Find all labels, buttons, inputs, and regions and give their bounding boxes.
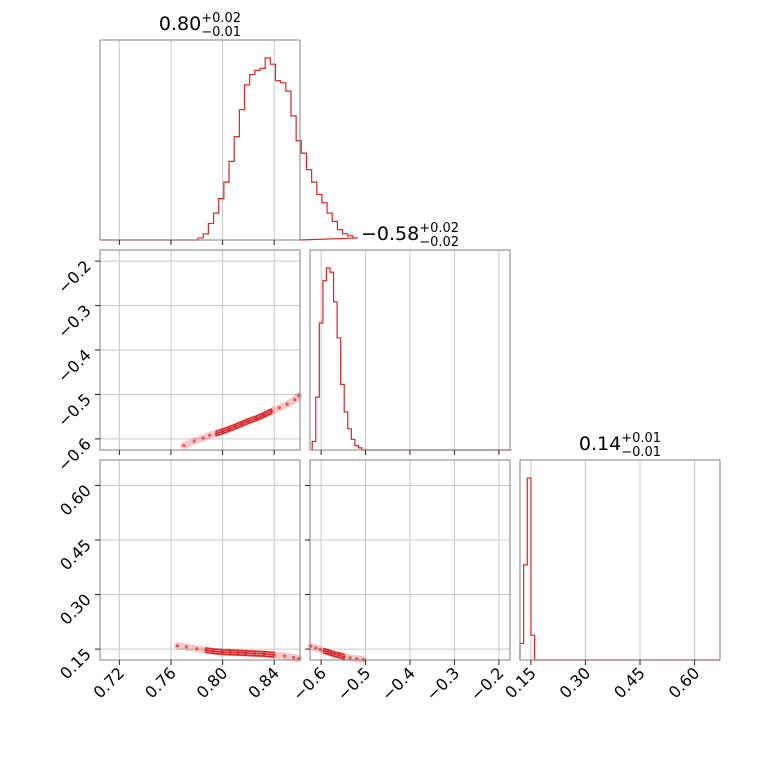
sample-point xyxy=(182,443,186,448)
y-tick-label: 0.15 xyxy=(56,644,95,683)
y-tick-label: 0.60 xyxy=(56,481,95,520)
sample-point xyxy=(277,406,281,410)
x-tick-label: 0.30 xyxy=(556,663,595,702)
density-band xyxy=(180,392,303,450)
sample-point xyxy=(322,649,326,653)
contour-line xyxy=(215,408,273,433)
sample-point xyxy=(227,427,231,431)
histogram-1 xyxy=(311,267,512,451)
sample-point xyxy=(208,433,212,437)
sample-point xyxy=(272,653,276,657)
x-tick-label: 0.84 xyxy=(244,663,283,702)
sample-point xyxy=(214,431,218,436)
sample-point xyxy=(262,652,266,656)
sample-point xyxy=(204,648,208,652)
x-tick-label: −0.6 xyxy=(289,663,330,704)
sample-point xyxy=(192,439,196,443)
contour-line xyxy=(215,412,273,437)
sample-point xyxy=(220,429,225,433)
sample-point xyxy=(348,656,352,660)
param-title-2: 0.14+0.01 −0.01 xyxy=(579,431,661,460)
y-tick-label: −0.3 xyxy=(54,301,95,342)
sample-point xyxy=(195,647,199,651)
contour-line xyxy=(322,652,346,660)
sample-point xyxy=(293,398,297,402)
sample-point xyxy=(342,655,346,659)
x-tick-label: 0.80 xyxy=(193,663,232,702)
sample-point xyxy=(246,419,250,423)
sample-point xyxy=(240,422,244,426)
sample-point xyxy=(270,409,274,413)
panel-frame xyxy=(99,39,301,241)
panel-frame xyxy=(519,459,721,661)
x-tick-label: −0.3 xyxy=(422,663,463,704)
y-tick-label: −0.4 xyxy=(54,345,95,386)
x-tick-label: −0.4 xyxy=(378,663,419,704)
y-tick-label: 0.45 xyxy=(56,535,95,574)
sample-point xyxy=(228,650,232,654)
y-tick-label: −0.6 xyxy=(54,434,95,475)
contour-line xyxy=(205,651,275,658)
y-tick-label: −0.5 xyxy=(54,390,95,431)
sample-point xyxy=(254,416,258,421)
sample-point xyxy=(201,436,205,440)
panel-frame xyxy=(99,459,301,661)
param-title-0: 0.80+0.02 −0.01 xyxy=(159,11,241,40)
sample-point xyxy=(329,651,333,655)
histogram-2 xyxy=(519,477,720,661)
sample-point xyxy=(236,651,240,655)
x-tick-label: 0.15 xyxy=(501,663,540,702)
y-tick-label: −0.2 xyxy=(54,257,95,298)
x-tick-label: −0.5 xyxy=(333,663,374,704)
x-tick-label: 0.72 xyxy=(90,663,129,702)
y-tick-label: 0.30 xyxy=(56,590,95,629)
sample-point xyxy=(175,644,180,648)
x-tick-label: 0.76 xyxy=(141,663,180,702)
sample-point xyxy=(253,651,257,656)
x-tick-label: −0.2 xyxy=(467,663,508,704)
contour-line xyxy=(205,647,275,654)
x-tick-label: 0.60 xyxy=(665,663,704,702)
sample-point xyxy=(326,650,330,654)
histogram-0 xyxy=(100,57,359,241)
param-title-1: −0.58+0.02 −0.02 xyxy=(361,221,459,250)
sample-point xyxy=(220,650,225,654)
sample-point xyxy=(244,651,248,655)
sample-point xyxy=(337,653,341,657)
sample-point xyxy=(314,646,318,650)
sample-point xyxy=(282,654,287,658)
sample-point xyxy=(285,402,289,406)
sample-point xyxy=(233,424,238,429)
sample-point xyxy=(262,413,266,417)
sample-point xyxy=(211,649,216,653)
x-tick-label: 0.45 xyxy=(610,663,649,702)
sample-point xyxy=(332,652,337,656)
contour-line xyxy=(322,647,346,656)
sample-point xyxy=(318,647,322,652)
sample-point xyxy=(184,645,189,649)
sample-point xyxy=(291,655,296,660)
